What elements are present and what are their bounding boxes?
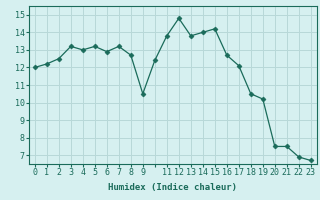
X-axis label: Humidex (Indice chaleur): Humidex (Indice chaleur) xyxy=(108,183,237,192)
